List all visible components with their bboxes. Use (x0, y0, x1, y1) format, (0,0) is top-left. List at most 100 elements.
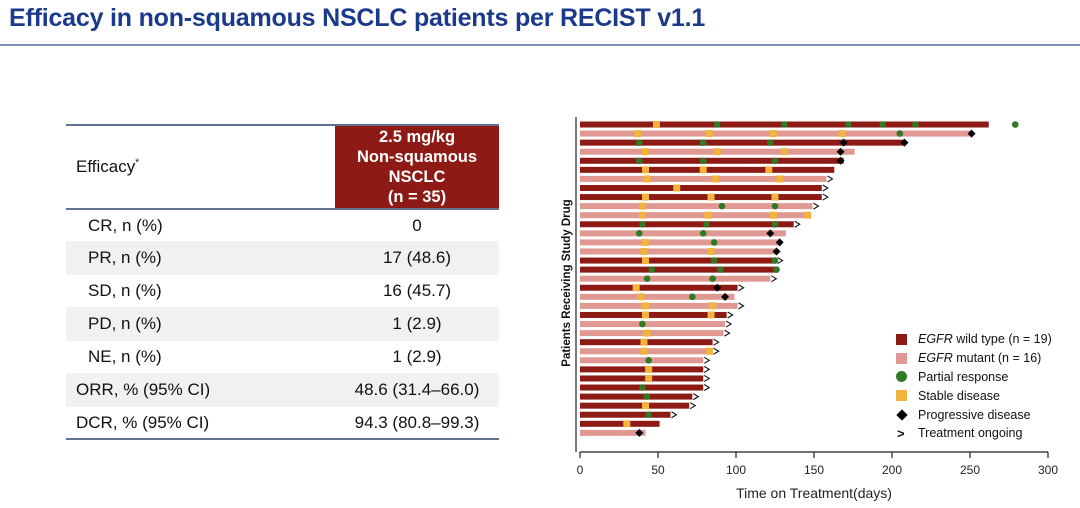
bar-egfr-wild-type (580, 257, 777, 264)
stable-disease-marker (637, 293, 645, 301)
cohort-header-line: 2.5 mg/kg (378, 128, 456, 146)
partial-response-marker (699, 157, 707, 165)
treatment-ongoing-marker (693, 393, 700, 401)
y-axis-label: Patients Receiving Study Drug (561, 199, 573, 367)
row-value: 1 (2.9) (392, 347, 442, 366)
patient-bars (580, 121, 1019, 437)
stable-disease-marker (705, 130, 713, 138)
bar-egfr-mutant (580, 248, 777, 255)
patient-row (580, 220, 801, 228)
patient-row (580, 311, 734, 319)
legend-label: Partial response (918, 369, 1009, 384)
treatment-ongoing-marker (777, 257, 784, 265)
stable-disease-marker (634, 130, 642, 138)
stable-disease-marker (707, 311, 715, 319)
x-tick-label: 100 (726, 463, 746, 477)
stable-disease-marker (642, 193, 650, 201)
stable-disease-marker (632, 284, 640, 292)
cohort-header-line: (n = 35) (387, 188, 447, 206)
partial-response-marker (717, 266, 724, 273)
legend-label: Treatment ongoing (918, 426, 1023, 441)
partial-response-marker (635, 230, 643, 237)
patient-row (580, 147, 855, 156)
patient-row (580, 374, 711, 382)
patient-row (580, 184, 829, 192)
table-row: PD, n (%) 1 (2.9) (66, 307, 499, 341)
treatment-ongoing-marker (703, 356, 711, 364)
partial-response-marker (639, 220, 646, 228)
stable-disease-marker (642, 166, 650, 174)
row-value: 48.6 (31.4–66.0) (335, 373, 499, 407)
bar-egfr-wild-type (580, 411, 671, 418)
efficacy-header-label: Efficacy (76, 157, 136, 176)
chart-legend: EGFR wild type (n = 19) EGFR mutant (n =… (896, 330, 1052, 443)
treatment-ongoing-marker (703, 374, 711, 382)
treatment-ongoing-marker (827, 175, 834, 183)
patient-row (580, 138, 909, 147)
stable-disease-marker (642, 148, 650, 156)
x-tick-label: 150 (804, 463, 824, 477)
patient-row (580, 329, 731, 337)
legend-label: wild type (n = 19) (952, 332, 1052, 347)
bar-egfr-mutant (580, 212, 810, 219)
treatment-ongoing-arrow-icon: > (897, 425, 905, 441)
partial-response-marker (645, 411, 652, 419)
patient-row (580, 347, 720, 355)
partial-response-marker (710, 257, 718, 264)
treatment-ongoing-marker (813, 202, 820, 210)
x-axis-label: Time on Treatment(days) (736, 485, 892, 501)
patient-row (580, 229, 786, 238)
progressive-disease-marker (839, 138, 848, 147)
page-title: Efficacy in non-squamous NSCLC patients … (9, 4, 706, 32)
bar-egfr-mutant (580, 175, 827, 182)
efficacy-header: Efficacy* (66, 125, 335, 209)
patient-row (580, 121, 1019, 128)
treatment-ongoing-marker (822, 184, 829, 192)
row-value: 16 (45.7) (382, 281, 452, 300)
bar-egfr-wild-type (580, 393, 693, 400)
partial-response-marker (645, 357, 652, 364)
table-row: CR, n (%) 0 (66, 209, 499, 241)
stable-disease-marker (638, 211, 646, 219)
progressive-disease-marker (635, 428, 644, 437)
stable-disease-marker (713, 148, 721, 156)
legend-label-italic: EGFR (918, 351, 953, 366)
partial-response-marker (699, 139, 707, 146)
row-label: ORR, % (95% CI) (66, 373, 335, 407)
stable-disease-marker (707, 247, 715, 255)
patient-row (580, 166, 835, 174)
legend-label: mutant (n = 16) (952, 351, 1042, 366)
patient-row (580, 384, 711, 392)
stable-disease-marker (623, 420, 631, 428)
patient-row (580, 320, 733, 328)
treatment-ongoing-marker (703, 365, 711, 373)
treatment-ongoing-marker (822, 193, 829, 201)
cohort-header-line: Non-squamous (356, 148, 478, 166)
bar-egfr-wild-type (580, 311, 727, 318)
patient-row (580, 175, 834, 183)
progressive-disease-marker (721, 292, 730, 301)
partial-response-marker (689, 293, 696, 301)
stable-disease-marker (642, 257, 650, 265)
x-tick-label: 50 (651, 463, 665, 477)
title-divider (0, 44, 1080, 46)
mutant-swatch (896, 352, 907, 364)
stable-disease-marker (765, 166, 773, 174)
patient-row (580, 129, 976, 138)
bar-egfr-mutant (580, 293, 735, 300)
partial-response-marker (635, 157, 643, 165)
treatment-ongoing-marker (713, 347, 720, 355)
table-header-row: Efficacy* 2.5 mg/kg Non-squamous NSCLC (… (66, 125, 499, 209)
stable-disease-marker (640, 247, 648, 255)
x-tick-label: 300 (1038, 463, 1058, 477)
row-label: PD, n (%) (66, 307, 335, 341)
stable-disease-marker (769, 211, 777, 219)
patient-row (580, 275, 778, 283)
cohort-header-line: NSCLC (388, 168, 446, 186)
patient-row (580, 338, 720, 346)
patient-row (580, 202, 820, 210)
patient-row (580, 365, 711, 373)
progressive-disease-marker (775, 238, 784, 247)
partial-response-marker (879, 121, 886, 128)
